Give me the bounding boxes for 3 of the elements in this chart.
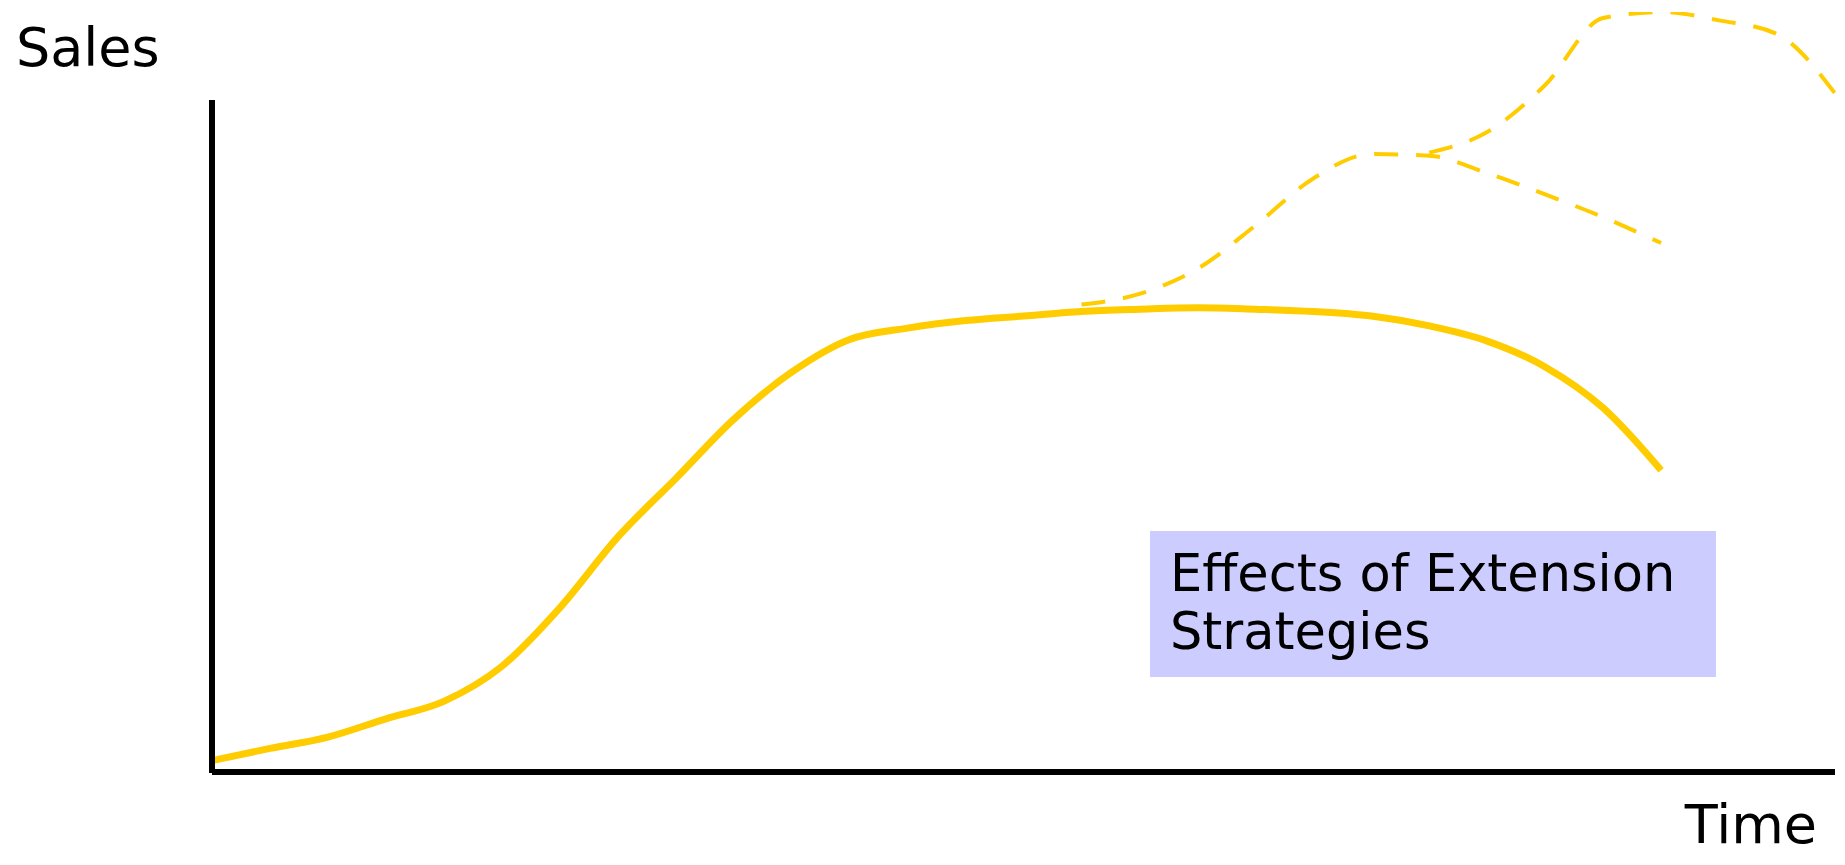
y-axis-title: Sales [16,16,160,79]
annotation: Effects of Extension Strategies [1150,531,1716,677]
x-axis-title: Time [1684,793,1817,856]
